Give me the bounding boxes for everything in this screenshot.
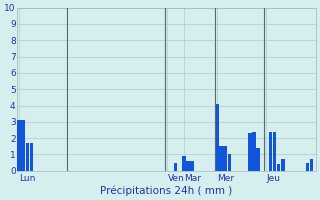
Bar [26, 143, 29, 171]
Bar [306, 163, 309, 171]
Bar [256, 148, 260, 171]
Bar [219, 146, 223, 171]
Bar [228, 154, 231, 171]
Bar [281, 159, 284, 171]
Bar [252, 132, 256, 171]
Bar [30, 143, 33, 171]
Bar [223, 146, 227, 171]
Bar [174, 163, 178, 171]
Bar [273, 132, 276, 171]
Bar [310, 159, 314, 171]
Bar [182, 156, 186, 171]
Bar [277, 164, 281, 171]
Bar [21, 120, 25, 171]
Bar [269, 132, 272, 171]
Bar [17, 120, 21, 171]
Bar [215, 104, 219, 171]
Bar [248, 133, 252, 171]
Bar [186, 161, 190, 171]
Bar [190, 161, 194, 171]
X-axis label: Précipitations 24h ( mm ): Précipitations 24h ( mm ) [100, 185, 233, 196]
